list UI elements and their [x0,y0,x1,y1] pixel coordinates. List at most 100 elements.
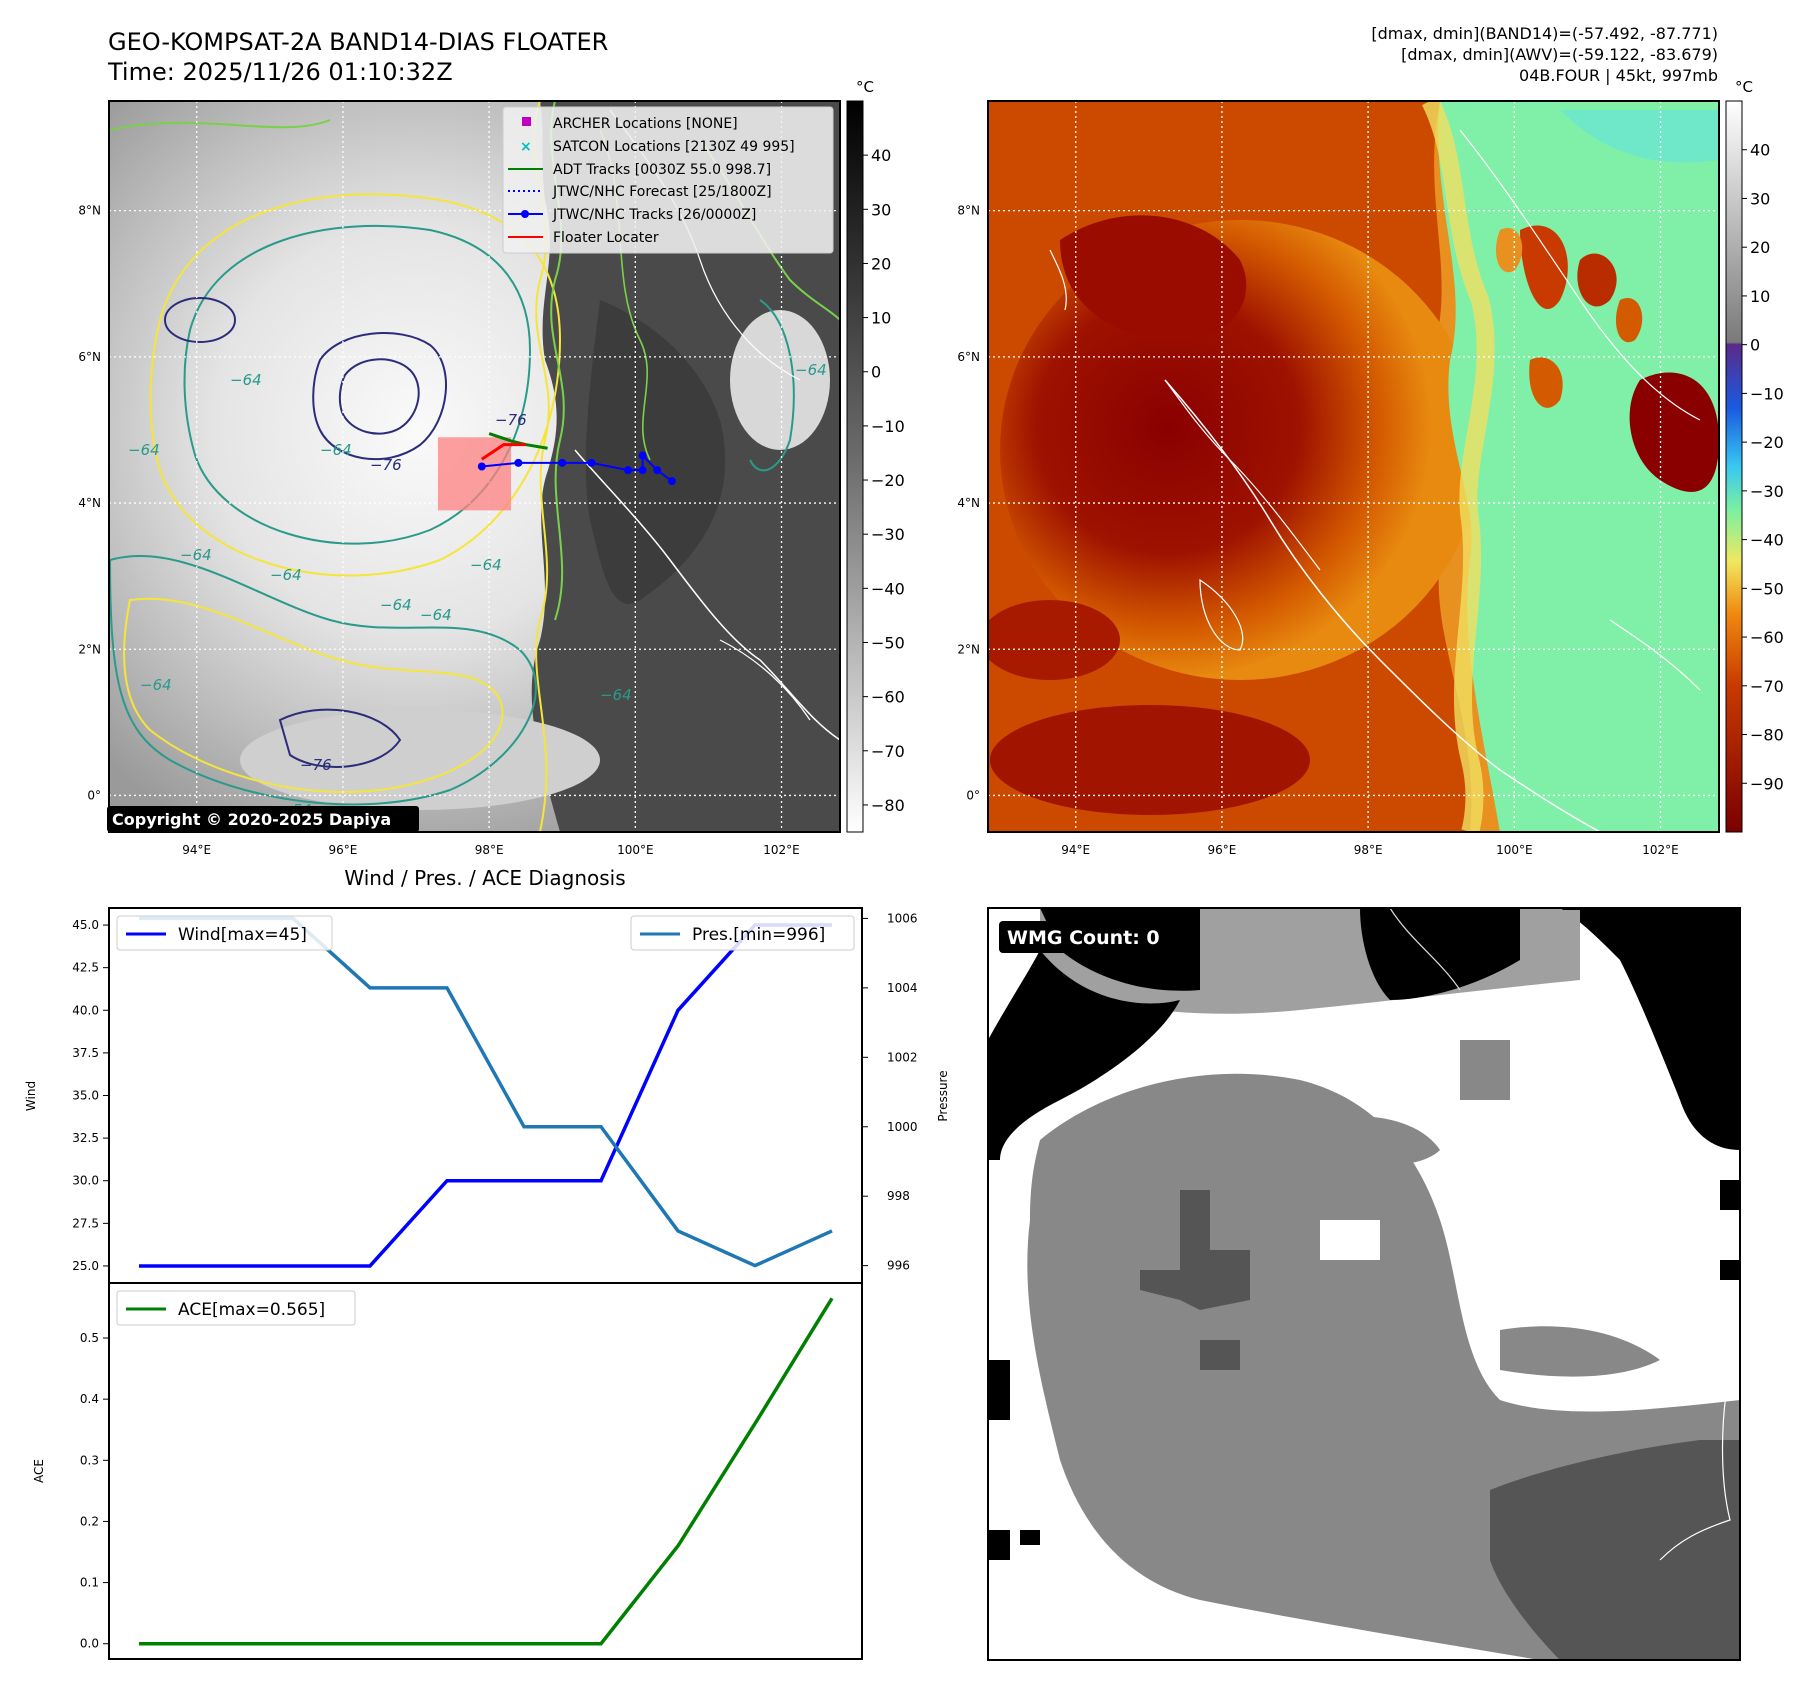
wind-tick-label: 32.5 [72,1131,99,1145]
lon-tick-label: 98°E [1354,843,1383,857]
figure-time: Time: 2025/11/26 01:10:32Z [107,58,453,86]
colorbar-tick-label: −50 [1750,579,1784,598]
lat-tick-label: 0° [966,788,980,802]
pressure-tick-label: 1006 [887,911,918,925]
wind-tick-label: 42.5 [72,961,99,975]
lat-tick-label: 6°N [78,350,101,364]
wind-tick-label: 40.0 [72,1003,99,1017]
colorbar-tick-label: 40 [1750,141,1770,160]
colorbar-tick-label: −10 [871,417,905,436]
legend-archer: ARCHER Locations [NONE] [553,116,738,132]
awv-colorbar-ticks: 40 30 20 10 0 −10 −20 −30 −40 −50 −60 −70 −80 −90 [1742,141,1784,793]
awv-colorbar-unit: °C [1735,78,1753,96]
contour-label: −64 [470,556,502,574]
colorbar-tick-label: 30 [1750,189,1770,208]
lat-tick-label: 6°N [957,350,980,364]
lat-tick-label: 2°N [957,642,980,656]
lon-tick-label: 94°E [1061,843,1090,857]
colorbar-tick-label: −30 [871,525,905,544]
ace-tick-label: 0.1 [80,1576,99,1590]
contour-label: −64 [128,441,160,459]
lon-tick-label: 94°E [182,843,211,857]
contour-label: −64 [600,686,632,704]
wind-axis-label: Wind [24,1081,38,1111]
colorbar-tick-label: 10 [871,309,891,328]
copyright-badge: Copyright © 2020-2025 Dapiya [107,806,419,832]
wind-series-line [139,923,832,1268]
ace-lines [139,1297,834,1646]
wmg-frame [987,907,1741,1661]
ace-legend: ACE[max=0.565] [116,1290,356,1326]
lon-tick-label: 100°E [1496,843,1533,857]
colorbar-tick-label: −40 [871,579,905,598]
lon-tick-label: 100°E [617,843,654,857]
jtwc-track-point [638,466,647,475]
pressure-legend-label: Pres.[min=996] [692,925,825,945]
pressure-tick-label: 996 [887,1259,910,1273]
ace-series-line [139,1297,834,1646]
legend-forecast: JTWC/NHC Forecast [25/1800Z] [552,184,772,200]
awv-colorbar [1725,100,1743,833]
jtwc-track-point [624,466,633,475]
pressure-tick-label: 998 [887,1189,910,1203]
jtwc-track-point [558,458,567,467]
awv-lat-ticks: 8°N 6°N 4°N 2°N 0° [957,204,980,803]
jtwc-track-point [667,477,676,486]
contour-labels: −64 −64 −64 −64 −64 −76 −76 −64 −54 −64 … [128,361,827,819]
pressure-axis-label: Pressure [936,1070,950,1121]
ir-colorbar [846,100,864,833]
ace-axis-ticks: 0.5 0.4 0.3 0.2 0.1 0.0 [80,1331,109,1651]
colorbar-tick-label: −20 [1750,433,1784,452]
contour-label: −64 [380,596,412,614]
contour-label: −64 [320,441,352,459]
wmg-panel: WMG Count: 0 [987,907,1741,1661]
info-band14: [dmax, dmin](BAND14)=(-57.492, -87.771) [1371,24,1718,43]
ace-panel: 0.5 0.4 0.3 0.2 0.1 0.0 ACE ACE[max=0.565] [32,1282,863,1660]
colorbar-tick-label: −50 [871,633,905,652]
awv-gridlines [988,101,1719,832]
lat-tick-label: 0° [87,788,101,802]
colorbar-tick-label: −30 [1750,482,1784,501]
colorbar-tick-label: 10 [1750,287,1770,306]
colorbar-tick-label: 20 [871,254,891,273]
satcon-legend-marker: × [520,139,532,155]
pressure-axis-ticks: 1006 1004 1002 1000 998 996 [862,911,918,1273]
wind-tick-label: 27.5 [72,1216,99,1230]
colorbar-tick-label: 0 [1750,336,1760,355]
track-legend: ARCHER Locations [NONE] × SATCON Locatio… [502,106,834,254]
wmg-imagery [988,908,1740,1660]
lat-tick-label: 2°N [78,642,101,656]
legend-adt: ADT Tracks [0030Z 55.0 998.7] [553,162,771,178]
wind-tick-label: 25.0 [72,1259,99,1273]
wind-pressure-panel: 45.0 42.5 40.0 37.5 35.0 32.5 30.0 27.5 25.0 100… [24,907,950,1284]
wind-tick-label: 45.0 [72,918,99,932]
contour-label: −64 [795,361,827,379]
jtwc-track-points [477,451,676,486]
floater-locater-line [480,443,526,461]
legend-satcon: SATCON Locations [2130Z 49 995] [553,139,795,155]
jtwc-track-point [587,458,596,467]
colorbar-tick-label: 30 [871,200,891,219]
jtwc-track-point [477,462,486,471]
ace-tick-label: 0.5 [80,1331,99,1345]
lon-tick-label: 98°E [475,843,504,857]
adt-track-line [488,432,548,450]
ace-legend-label: ACE[max=0.565] [178,1300,325,1320]
pressure-tick-label: 1002 [887,1050,918,1064]
wind-tick-label: 37.5 [72,1046,99,1060]
lon-tick-label: 102°E [763,843,800,857]
contour-label: −76 [300,756,332,774]
wind-legend: Wind[max=45] [116,915,333,951]
lat-tick-label: 8°N [78,204,101,218]
contour-label: −64 [230,371,262,389]
awv-imagery [988,101,1719,832]
colorbar-tick-label: −70 [1750,677,1784,696]
colorbar-tick-label: −60 [1750,628,1784,647]
legend-floater: Floater Locater [553,230,659,246]
pressure-tick-label: 1000 [887,1120,918,1134]
awv-frame [987,100,1720,833]
info-awv: [dmax, dmin](AWV)=(-59.122, -83.679) [1401,45,1718,64]
archer-legend-marker [522,117,531,126]
jtwc-track-point [638,451,647,460]
